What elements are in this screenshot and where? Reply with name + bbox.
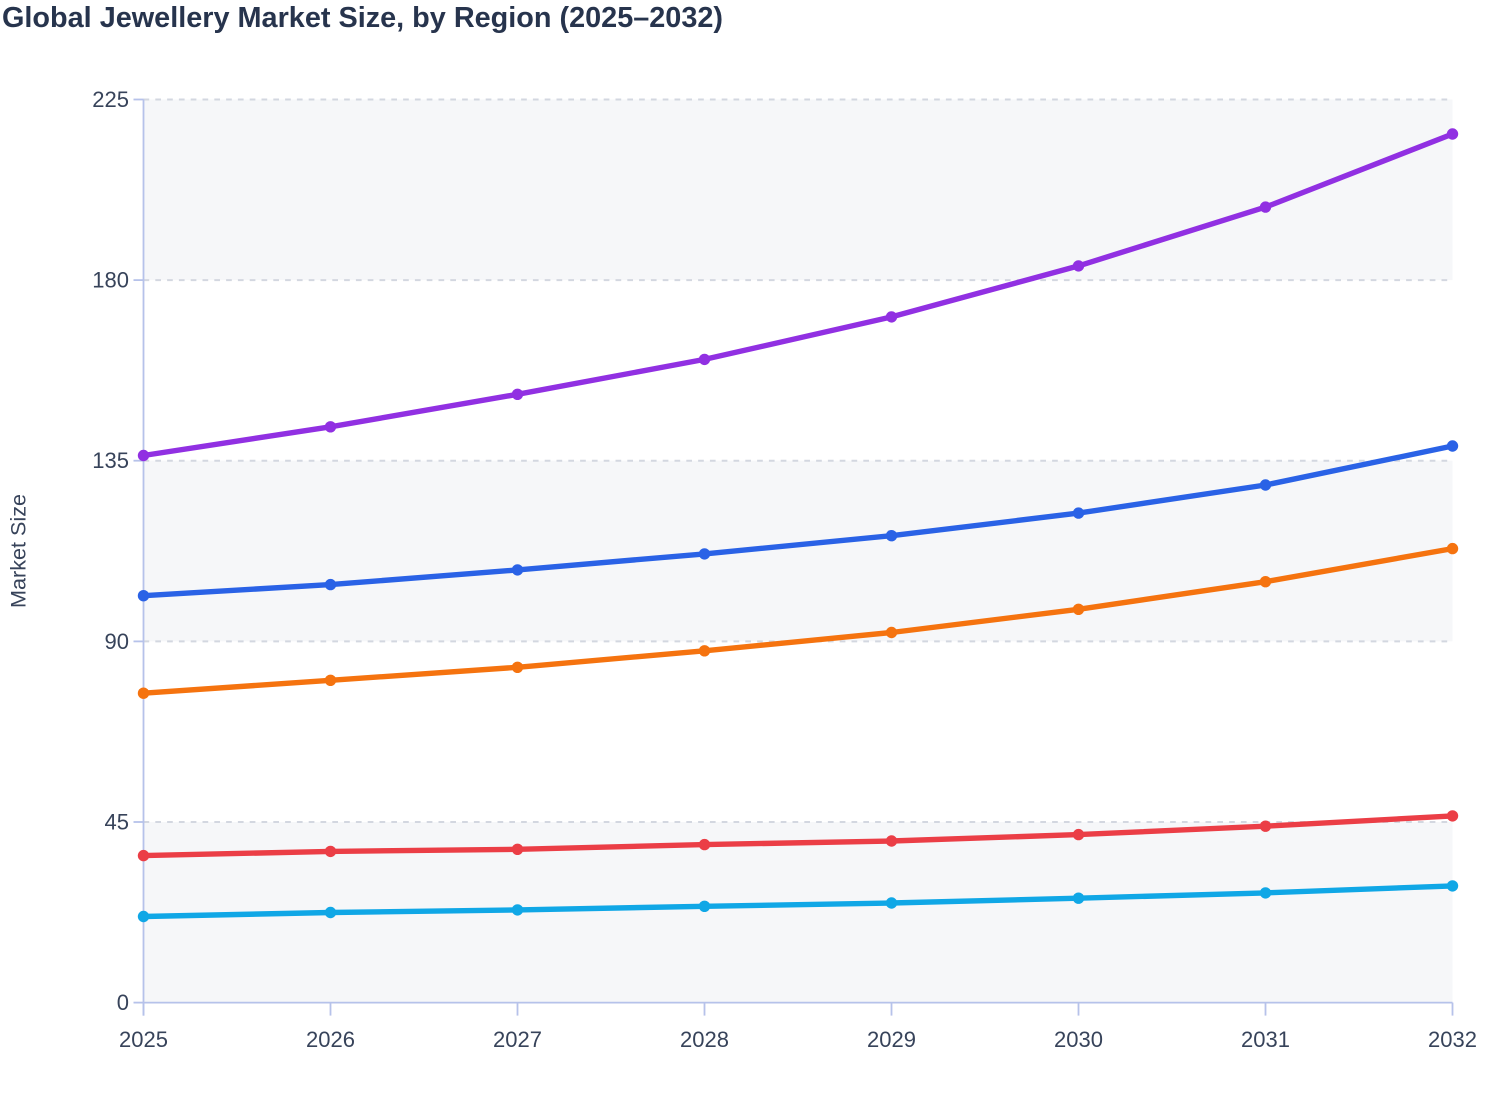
svg-text:135: 135: [92, 448, 129, 473]
svg-text:2029: 2029: [867, 1027, 916, 1052]
svg-text:2031: 2031: [1241, 1027, 1290, 1052]
svg-text:2032: 2032: [1428, 1027, 1477, 1052]
svg-text:2027: 2027: [493, 1027, 542, 1052]
svg-text:2026: 2026: [306, 1027, 355, 1052]
svg-text:0: 0: [117, 990, 129, 1015]
svg-text:225: 225: [92, 87, 129, 112]
svg-text:2028: 2028: [680, 1027, 729, 1052]
svg-text:180: 180: [92, 268, 129, 293]
svg-text:Market Size: Market Size: [6, 494, 31, 608]
svg-text:Global Jewellery Market Size,: Global Jewellery Market Size, by Region …: [2, 2, 723, 34]
svg-text:2025: 2025: [119, 1027, 168, 1052]
svg-text:90: 90: [105, 629, 129, 654]
svg-text:2030: 2030: [1054, 1027, 1103, 1052]
svg-text:45: 45: [105, 810, 129, 835]
